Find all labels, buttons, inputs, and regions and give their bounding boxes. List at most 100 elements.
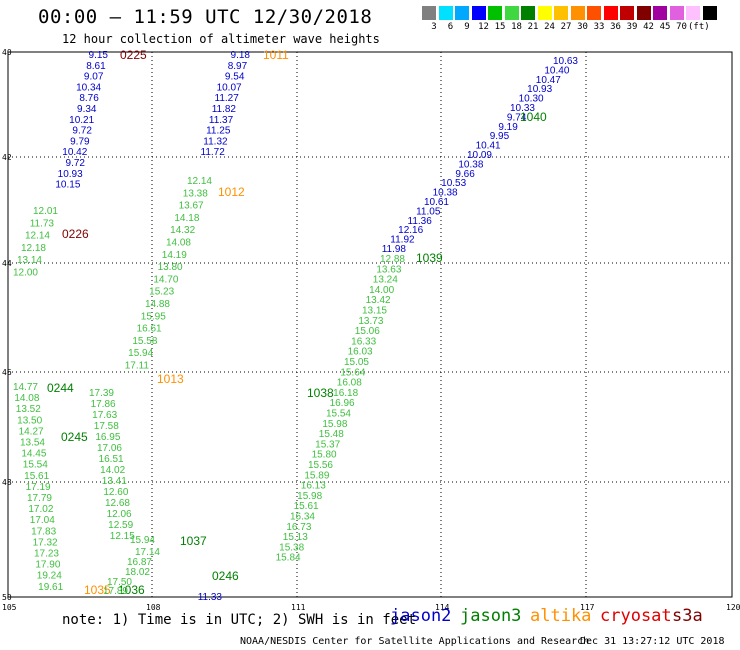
swh-value: 11.33 <box>198 592 223 603</box>
swh-value: 16.08 <box>337 378 362 389</box>
color-swatch <box>636 6 651 20</box>
swh-value: 16.95 <box>95 432 120 443</box>
satellite-label-jason2: jason2 <box>390 606 452 626</box>
swh-value: 10.93 <box>58 169 83 180</box>
pass-time-label: 1038 <box>307 386 334 400</box>
swh-value: 17.58 <box>94 421 119 432</box>
swh-value: 11.32 <box>203 136 228 147</box>
swh-value: 8.61 <box>86 61 106 72</box>
footer-note: note: 1) Time is in UTC; 2) SWH is in fe… <box>62 612 417 628</box>
color-scale-label: 42 <box>643 22 654 32</box>
timestamp-text: Dec 31 13:27:12 UTC 2018 <box>580 636 725 647</box>
color-swatch <box>686 6 700 20</box>
swh-value: 16.34 <box>290 512 315 523</box>
color-scale-label: 30 <box>577 22 588 32</box>
swh-value: 16.33 <box>351 336 376 347</box>
lat-label: 46 <box>2 368 12 377</box>
satellite-label-altika: altika <box>530 606 592 626</box>
swh-value: 16.18 <box>333 388 358 399</box>
lat-label: 42 <box>2 153 12 162</box>
swh-value: 10.21 <box>69 115 94 126</box>
swh-value: 13.41 <box>102 476 127 487</box>
swh-value: 13.14 <box>17 255 42 266</box>
swh-value: 10.38 <box>458 159 483 170</box>
swh-value: 10.61 <box>424 197 449 208</box>
swh-value: 13.52 <box>16 404 41 415</box>
swh-value: 13.63 <box>376 264 401 275</box>
swh-value: 12.14 <box>25 231 50 242</box>
swh-value: 17.04 <box>30 515 55 526</box>
color-scale-label: 21 <box>527 22 539 32</box>
swh-value: 14.32 <box>170 225 195 236</box>
swh-value: 19.61 <box>38 582 63 593</box>
swh-value: 12.15 <box>110 531 135 542</box>
lon-label: 105 <box>2 603 17 612</box>
lat-label: 44 <box>2 259 12 268</box>
swh-value: 14.08 <box>14 393 39 404</box>
swh-value: 14.45 <box>21 449 46 460</box>
color-scale-label: 27 <box>560 22 572 32</box>
swh-value: 11.73 <box>30 218 55 229</box>
swh-value: 13.54 <box>20 438 45 449</box>
swh-value: 9.54 <box>225 72 245 83</box>
page-title: 00:00 – 11:59 UTC 12/30/2018 <box>38 6 373 28</box>
swh-value: 17.19 <box>26 482 51 493</box>
swh-value: 17.11 <box>125 361 150 372</box>
swh-value: 16.03 <box>348 347 373 358</box>
map-frame <box>7 51 733 598</box>
swh-value: 10.63 <box>553 56 578 67</box>
swh-value: 14.77 <box>13 382 38 393</box>
swh-value: 15.98 <box>322 419 347 430</box>
swh-value: 13.67 <box>179 201 204 212</box>
color-swatch <box>620 6 634 20</box>
swh-value: 9.72 <box>72 126 92 137</box>
swh-value: 10.40 <box>544 65 569 76</box>
swh-value: 12.00 <box>13 268 38 279</box>
swh-value: 11.27 <box>215 93 240 104</box>
swh-value: 14.02 <box>100 465 125 476</box>
swh-value: 10.34 <box>76 82 101 93</box>
color-scale-label: 36 <box>610 22 621 32</box>
color-scale-label: 9 <box>464 22 470 32</box>
color-swatch <box>521 6 535 20</box>
swh-value: 10.15 <box>55 180 80 191</box>
swh-value: 11.25 <box>206 126 231 137</box>
color-swatch <box>422 6 436 20</box>
color-swatch <box>455 6 469 20</box>
swh-value: 16.96 <box>330 398 355 409</box>
lon-label: 108 <box>146 603 161 612</box>
swh-value: 11.05 <box>416 206 441 217</box>
swh-value: 15.05 <box>344 357 369 368</box>
swh-value: 11.36 <box>408 216 433 227</box>
swh-value: 17.02 <box>28 504 53 515</box>
swh-value: 10.07 <box>217 82 242 93</box>
satellite-label-s3a: s3a <box>672 606 703 626</box>
color-scale-label: 18 <box>511 22 522 32</box>
page-subtitle: 12 hour collection of altimeter wave hei… <box>62 32 380 46</box>
pass-time-label: 1036 <box>118 583 145 597</box>
swh-value: 17.23 <box>34 549 59 560</box>
color-swatch <box>504 6 519 20</box>
swh-value: 11.72 <box>201 147 226 158</box>
pass-time-label: 0245 <box>61 430 88 444</box>
swh-value: 15.84 <box>276 553 301 564</box>
swh-value: 15.94 <box>128 348 153 359</box>
swh-value: 17.14 <box>135 547 160 558</box>
swh-value: 17.39 <box>89 388 114 399</box>
color-swatch <box>587 6 601 20</box>
swh-value: 17.32 <box>33 537 58 548</box>
color-swatch <box>570 6 585 20</box>
swh-value: 13.42 <box>366 295 391 306</box>
lon-label: 114 <box>435 603 450 612</box>
lon-label: 117 <box>580 603 595 612</box>
swh-value: 15.56 <box>308 460 333 471</box>
color-scale-label: 70 <box>676 22 687 32</box>
swh-value: 15.61 <box>24 471 49 482</box>
swh-value: 15.89 <box>304 470 329 481</box>
swh-value: 14.19 <box>162 250 187 261</box>
swh-value: 10.93 <box>527 84 552 95</box>
color-scale-label: 6 <box>447 22 454 32</box>
lat-label: 48 <box>2 478 12 487</box>
swh-value: 12.88 <box>380 254 405 265</box>
